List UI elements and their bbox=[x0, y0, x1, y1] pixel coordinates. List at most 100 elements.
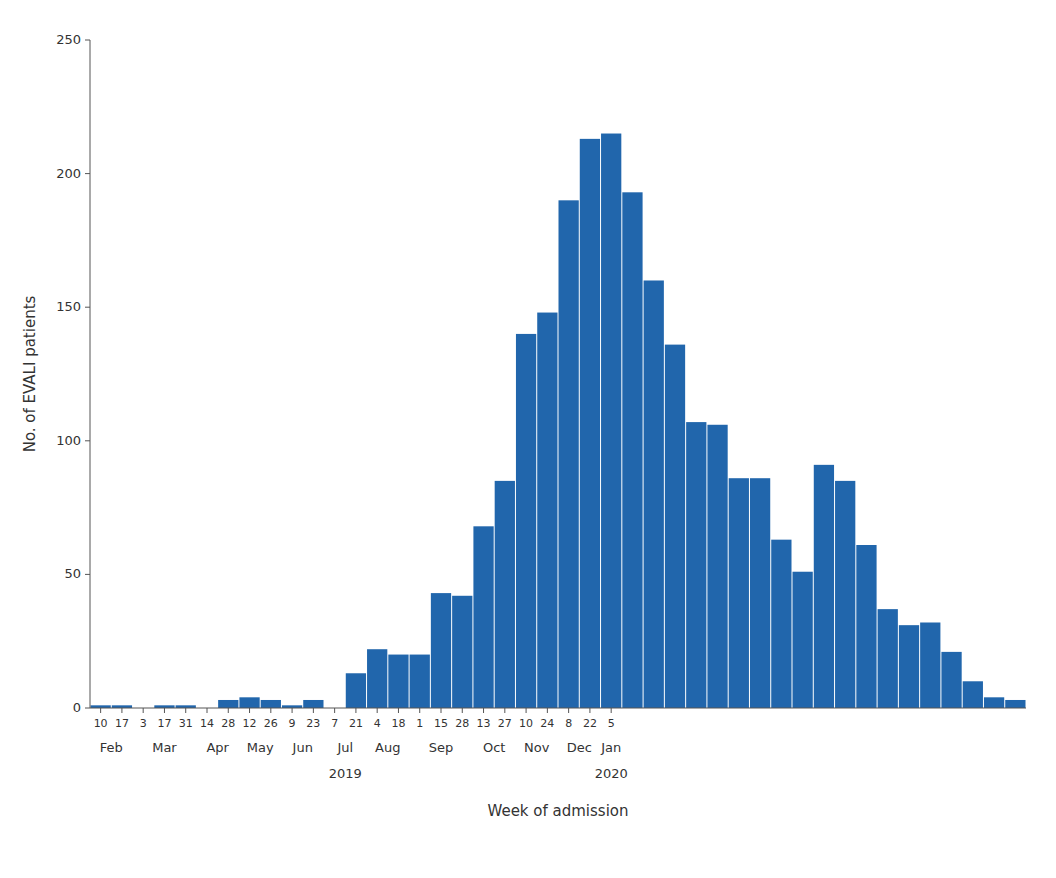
y-axis: 050100150200250No. of EVALI patients bbox=[21, 32, 90, 715]
x-tick-label: 18 bbox=[391, 717, 405, 730]
x-tick-label: 12 bbox=[243, 717, 257, 730]
y-axis-line bbox=[90, 40, 91, 708]
y-tick-label: 0 bbox=[73, 700, 81, 715]
x-tick bbox=[419, 708, 420, 713]
x-tick bbox=[228, 708, 229, 713]
x-tick-label: 7 bbox=[331, 717, 338, 730]
month-label: Jul bbox=[336, 740, 353, 755]
bar bbox=[920, 622, 940, 708]
x-tick-label: 10 bbox=[519, 717, 533, 730]
bar bbox=[1005, 700, 1025, 708]
bar bbox=[410, 655, 430, 708]
y-tick bbox=[85, 307, 90, 308]
x-tick bbox=[589, 708, 590, 713]
y-tick bbox=[85, 440, 90, 441]
y-tick bbox=[85, 40, 90, 41]
x-tick bbox=[441, 708, 442, 713]
x-tick bbox=[313, 708, 314, 713]
y-tick-label: 200 bbox=[56, 166, 81, 181]
bar bbox=[771, 540, 791, 708]
x-tick bbox=[377, 708, 378, 713]
x-tick bbox=[483, 708, 484, 713]
x-tick bbox=[355, 708, 356, 713]
x-tick-label: 23 bbox=[306, 717, 320, 730]
x-tick-label: 21 bbox=[349, 717, 363, 730]
x-tick-label: 10 bbox=[94, 717, 108, 730]
bar bbox=[261, 700, 281, 708]
bar bbox=[239, 697, 259, 708]
bar bbox=[665, 345, 685, 708]
x-tick bbox=[504, 708, 505, 713]
month-label: Apr bbox=[206, 740, 229, 755]
year-label: 2019 bbox=[329, 766, 362, 781]
bar bbox=[367, 649, 387, 708]
x-tick-label: 1 bbox=[416, 717, 423, 730]
x-tick-label: 8 bbox=[565, 717, 572, 730]
y-tick-label: 250 bbox=[56, 32, 81, 47]
x-tick-label: 24 bbox=[540, 717, 554, 730]
bar bbox=[963, 681, 983, 708]
x-tick-label: 28 bbox=[221, 717, 235, 730]
month-label: May bbox=[247, 740, 274, 755]
x-tick bbox=[249, 708, 250, 713]
bar bbox=[218, 700, 238, 708]
x-tick bbox=[526, 708, 527, 713]
x-tick bbox=[100, 708, 101, 713]
bar bbox=[622, 192, 642, 708]
month-label: Dec bbox=[567, 740, 592, 755]
x-tick bbox=[462, 708, 463, 713]
x-tick-label: 27 bbox=[498, 717, 512, 730]
x-tick bbox=[292, 708, 293, 713]
x-tick-label: 13 bbox=[477, 717, 491, 730]
x-axis: 1017317311428122692372141811528132710248… bbox=[90, 708, 1026, 730]
x-tick bbox=[611, 708, 612, 713]
x-tick-label: 17 bbox=[115, 717, 129, 730]
bar bbox=[473, 526, 493, 708]
x-tick bbox=[143, 708, 144, 713]
chart: 050100150200250No. of EVALI patients1017… bbox=[0, 0, 1056, 878]
bar bbox=[707, 425, 727, 708]
month-label: Aug bbox=[375, 740, 400, 755]
bar bbox=[452, 596, 472, 708]
x-tick bbox=[334, 708, 335, 713]
x-axis-label: Week of admission bbox=[487, 802, 628, 820]
month-label: Sep bbox=[429, 740, 454, 755]
x-tick-label: 9 bbox=[289, 717, 296, 730]
bar bbox=[516, 334, 536, 708]
month-label: Nov bbox=[524, 740, 550, 755]
bar bbox=[559, 200, 579, 708]
y-tick bbox=[85, 173, 90, 174]
y-tick bbox=[85, 574, 90, 575]
x-tick-label: 22 bbox=[583, 717, 597, 730]
bar bbox=[303, 700, 323, 708]
x-tick-label: 3 bbox=[140, 717, 147, 730]
month-label: Mar bbox=[152, 740, 177, 755]
bar bbox=[878, 609, 898, 708]
x-tick bbox=[185, 708, 186, 713]
x-axis-line bbox=[90, 708, 1026, 709]
bar bbox=[580, 139, 600, 708]
bar bbox=[346, 673, 366, 708]
bar bbox=[835, 481, 855, 708]
x-tick bbox=[270, 708, 271, 713]
bar bbox=[941, 652, 961, 708]
bar bbox=[729, 478, 749, 708]
month-label: Jan bbox=[600, 740, 621, 755]
bars bbox=[91, 134, 1026, 708]
bar bbox=[793, 572, 813, 708]
bar bbox=[814, 465, 834, 708]
x-tick bbox=[207, 708, 208, 713]
month-label: Oct bbox=[483, 740, 505, 755]
x-tick-label: 17 bbox=[157, 717, 171, 730]
x-tick-label: 4 bbox=[374, 717, 381, 730]
x-tick bbox=[121, 708, 122, 713]
x-tick bbox=[398, 708, 399, 713]
x-tick-label: 31 bbox=[179, 717, 193, 730]
x-tick-label: 14 bbox=[200, 717, 214, 730]
bar bbox=[899, 625, 919, 708]
x-tick-label: 5 bbox=[608, 717, 615, 730]
x-tick-label: 15 bbox=[434, 717, 448, 730]
y-tick-label: 50 bbox=[64, 566, 81, 581]
y-axis-label: No. of EVALI patients bbox=[21, 295, 39, 452]
y-tick bbox=[85, 708, 90, 709]
